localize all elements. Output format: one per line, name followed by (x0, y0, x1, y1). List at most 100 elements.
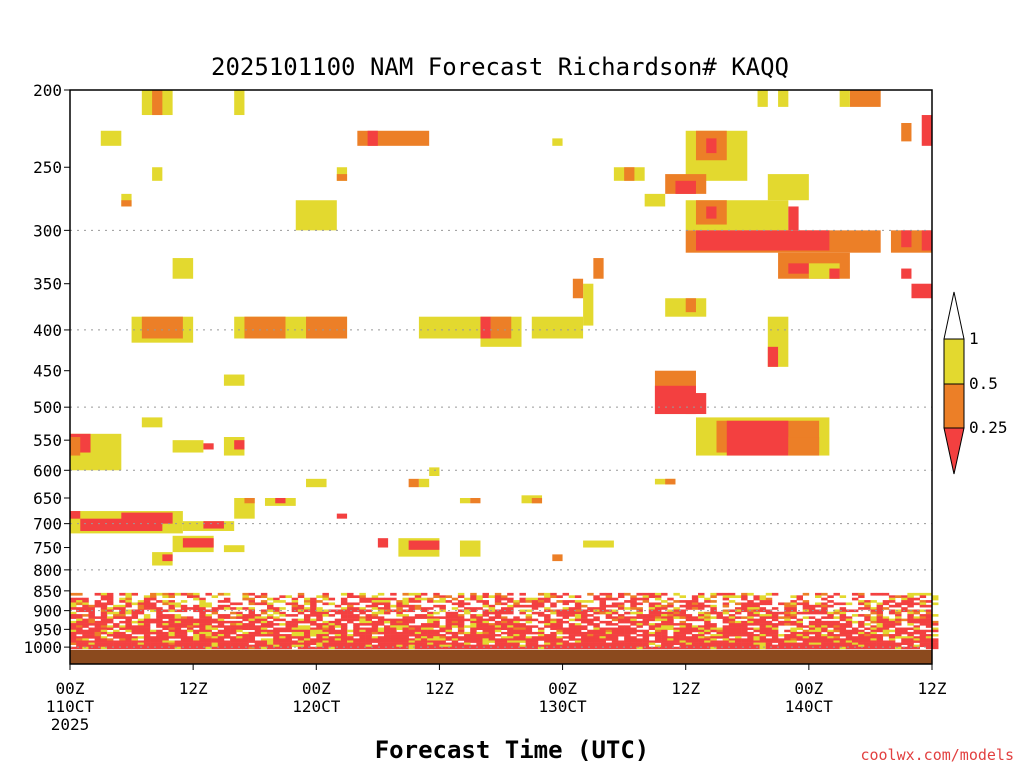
boundary-cell-2139 (765, 625, 773, 628)
boundary-cell-974 (384, 627, 391, 631)
boundary-cell-1744 (636, 644, 643, 648)
boundary-cell-912 (365, 620, 372, 624)
boundary-cell-82 (94, 602, 102, 606)
boundary-cell-156 (119, 592, 126, 596)
boundary-cell-1840 (667, 642, 674, 645)
boundary-cell-1943 (704, 620, 711, 624)
boundary-cell-1040 (402, 640, 409, 643)
boundary-cell-639 (273, 636, 280, 639)
boundary-cell-921 (365, 642, 372, 645)
boundary-cell-915 (365, 629, 372, 633)
boundary-cell-51 (82, 623, 89, 626)
boundary-cell-1978 (716, 627, 723, 631)
boundary-cell-550 (242, 642, 249, 645)
boundary-cell-2300 (821, 634, 828, 637)
boundary-cell-606 (260, 642, 268, 645)
boundary-cell-2370 (845, 634, 853, 637)
boundary-cell-2131 (765, 600, 773, 603)
boundary-cell-1052 (408, 620, 416, 624)
boundary-cell-1954 (704, 646, 711, 650)
boundary-cell-1695 (624, 618, 631, 622)
boundary-cell-1020 (396, 644, 403, 648)
boundary-cell-875 (353, 627, 360, 631)
boundary-cell-1113 (427, 634, 434, 637)
boundary-cell-2563 (913, 620, 920, 624)
boundary-cell-1578 (581, 644, 588, 648)
boundary-cell-1669 (611, 642, 619, 645)
boundary-cell-1721 (630, 631, 637, 635)
boundary-cell-1264 (476, 646, 483, 650)
boundary-cell-137 (106, 640, 114, 643)
boundary-cell-904 (359, 646, 366, 650)
boundary-cell-183 (125, 611, 132, 615)
boundary-cell-2074 (747, 616, 754, 619)
boundary-cell-1785 (654, 602, 662, 606)
boundary-cell-940 (371, 638, 379, 641)
boundary-cell-773 (322, 592, 329, 596)
boundary-cell-2602 (925, 625, 933, 628)
boundary-cell-2328 (833, 611, 840, 615)
boundary-cell-1267 (482, 600, 489, 603)
boundary-cell-57 (82, 638, 89, 641)
boundary-cell-534 (236, 646, 243, 650)
boundary-cell-979 (384, 638, 391, 641)
boundary-cell-312 (168, 595, 175, 599)
boundary-cell-1865 (679, 614, 687, 617)
boundary-cell-1992 (722, 609, 730, 613)
boundary-cell-448 (205, 646, 212, 650)
boundary-cell-1674 (617, 602, 625, 606)
boundary-cell-203 (131, 616, 139, 619)
boundary-cell-171 (119, 638, 126, 641)
boundary-cell-614 (267, 614, 274, 617)
x-tick-label-0-2: 2025 (51, 715, 90, 734)
boundary-cell-1869 (679, 625, 687, 628)
boundary-cell-1177 (451, 614, 459, 617)
boundary-cell-1718 (630, 623, 637, 626)
boundary-cell-2554 (907, 644, 914, 648)
boundary-cell-914 (365, 627, 372, 631)
boundary-cell-1762 (642, 644, 650, 648)
boundary-cell-1265 (482, 592, 489, 596)
boundary-cell-1860 (679, 595, 687, 599)
boundary-cell-154 (113, 644, 120, 648)
boundary-cell-656 (279, 638, 286, 641)
boundary-cell-61 (82, 646, 89, 650)
boundary-cell-1372 (513, 625, 520, 628)
boundary-cell-1436 (537, 600, 545, 603)
boundary-cell-97 (94, 646, 102, 650)
boundary-cell-1149 (439, 634, 446, 637)
boundary-cell-2393 (858, 600, 865, 603)
boundary-cell-1763 (642, 646, 650, 650)
boundary-cell-31 (76, 623, 83, 626)
heatmap-cell-33 (921, 230, 932, 251)
boundary-cell-960 (377, 640, 385, 643)
boundary-cell-1979 (716, 629, 723, 633)
boundary-cell-2522 (901, 602, 908, 606)
boundary-cell-440 (205, 629, 212, 633)
boundary-cell-829 (340, 607, 348, 610)
boundary-cell-638 (273, 634, 280, 637)
boundary-cell-928 (371, 604, 379, 608)
boundary-cell-2202 (790, 614, 797, 617)
boundary-cell-374 (186, 616, 194, 619)
boundary-cell-1377 (513, 636, 520, 639)
boundary-cell-2311 (827, 614, 834, 617)
boundary-cell-1834 (667, 623, 674, 626)
boundary-cell-854 (347, 614, 354, 617)
boundary-cell-703 (297, 625, 305, 628)
boundary-cell-301 (162, 625, 169, 628)
boundary-cell-2112 (759, 609, 767, 613)
boundary-cell-2004 (722, 640, 730, 643)
y-tick-label-900: 900 (33, 602, 62, 621)
boundary-cell-2404 (858, 638, 865, 641)
boundary-cell-2558 (913, 602, 920, 606)
boundary-cell-261 (150, 609, 157, 613)
boundary-cell-277 (156, 614, 163, 617)
boundary-cell-792 (322, 646, 329, 650)
boundary-cell-170 (119, 636, 126, 639)
boundary-cell-1044 (408, 592, 416, 596)
boundary-cell-1032 (402, 623, 409, 626)
boundary-cell-1984 (716, 642, 723, 645)
boundary-cell-2171 (778, 634, 785, 637)
heatmap-cell-80 (418, 478, 430, 488)
